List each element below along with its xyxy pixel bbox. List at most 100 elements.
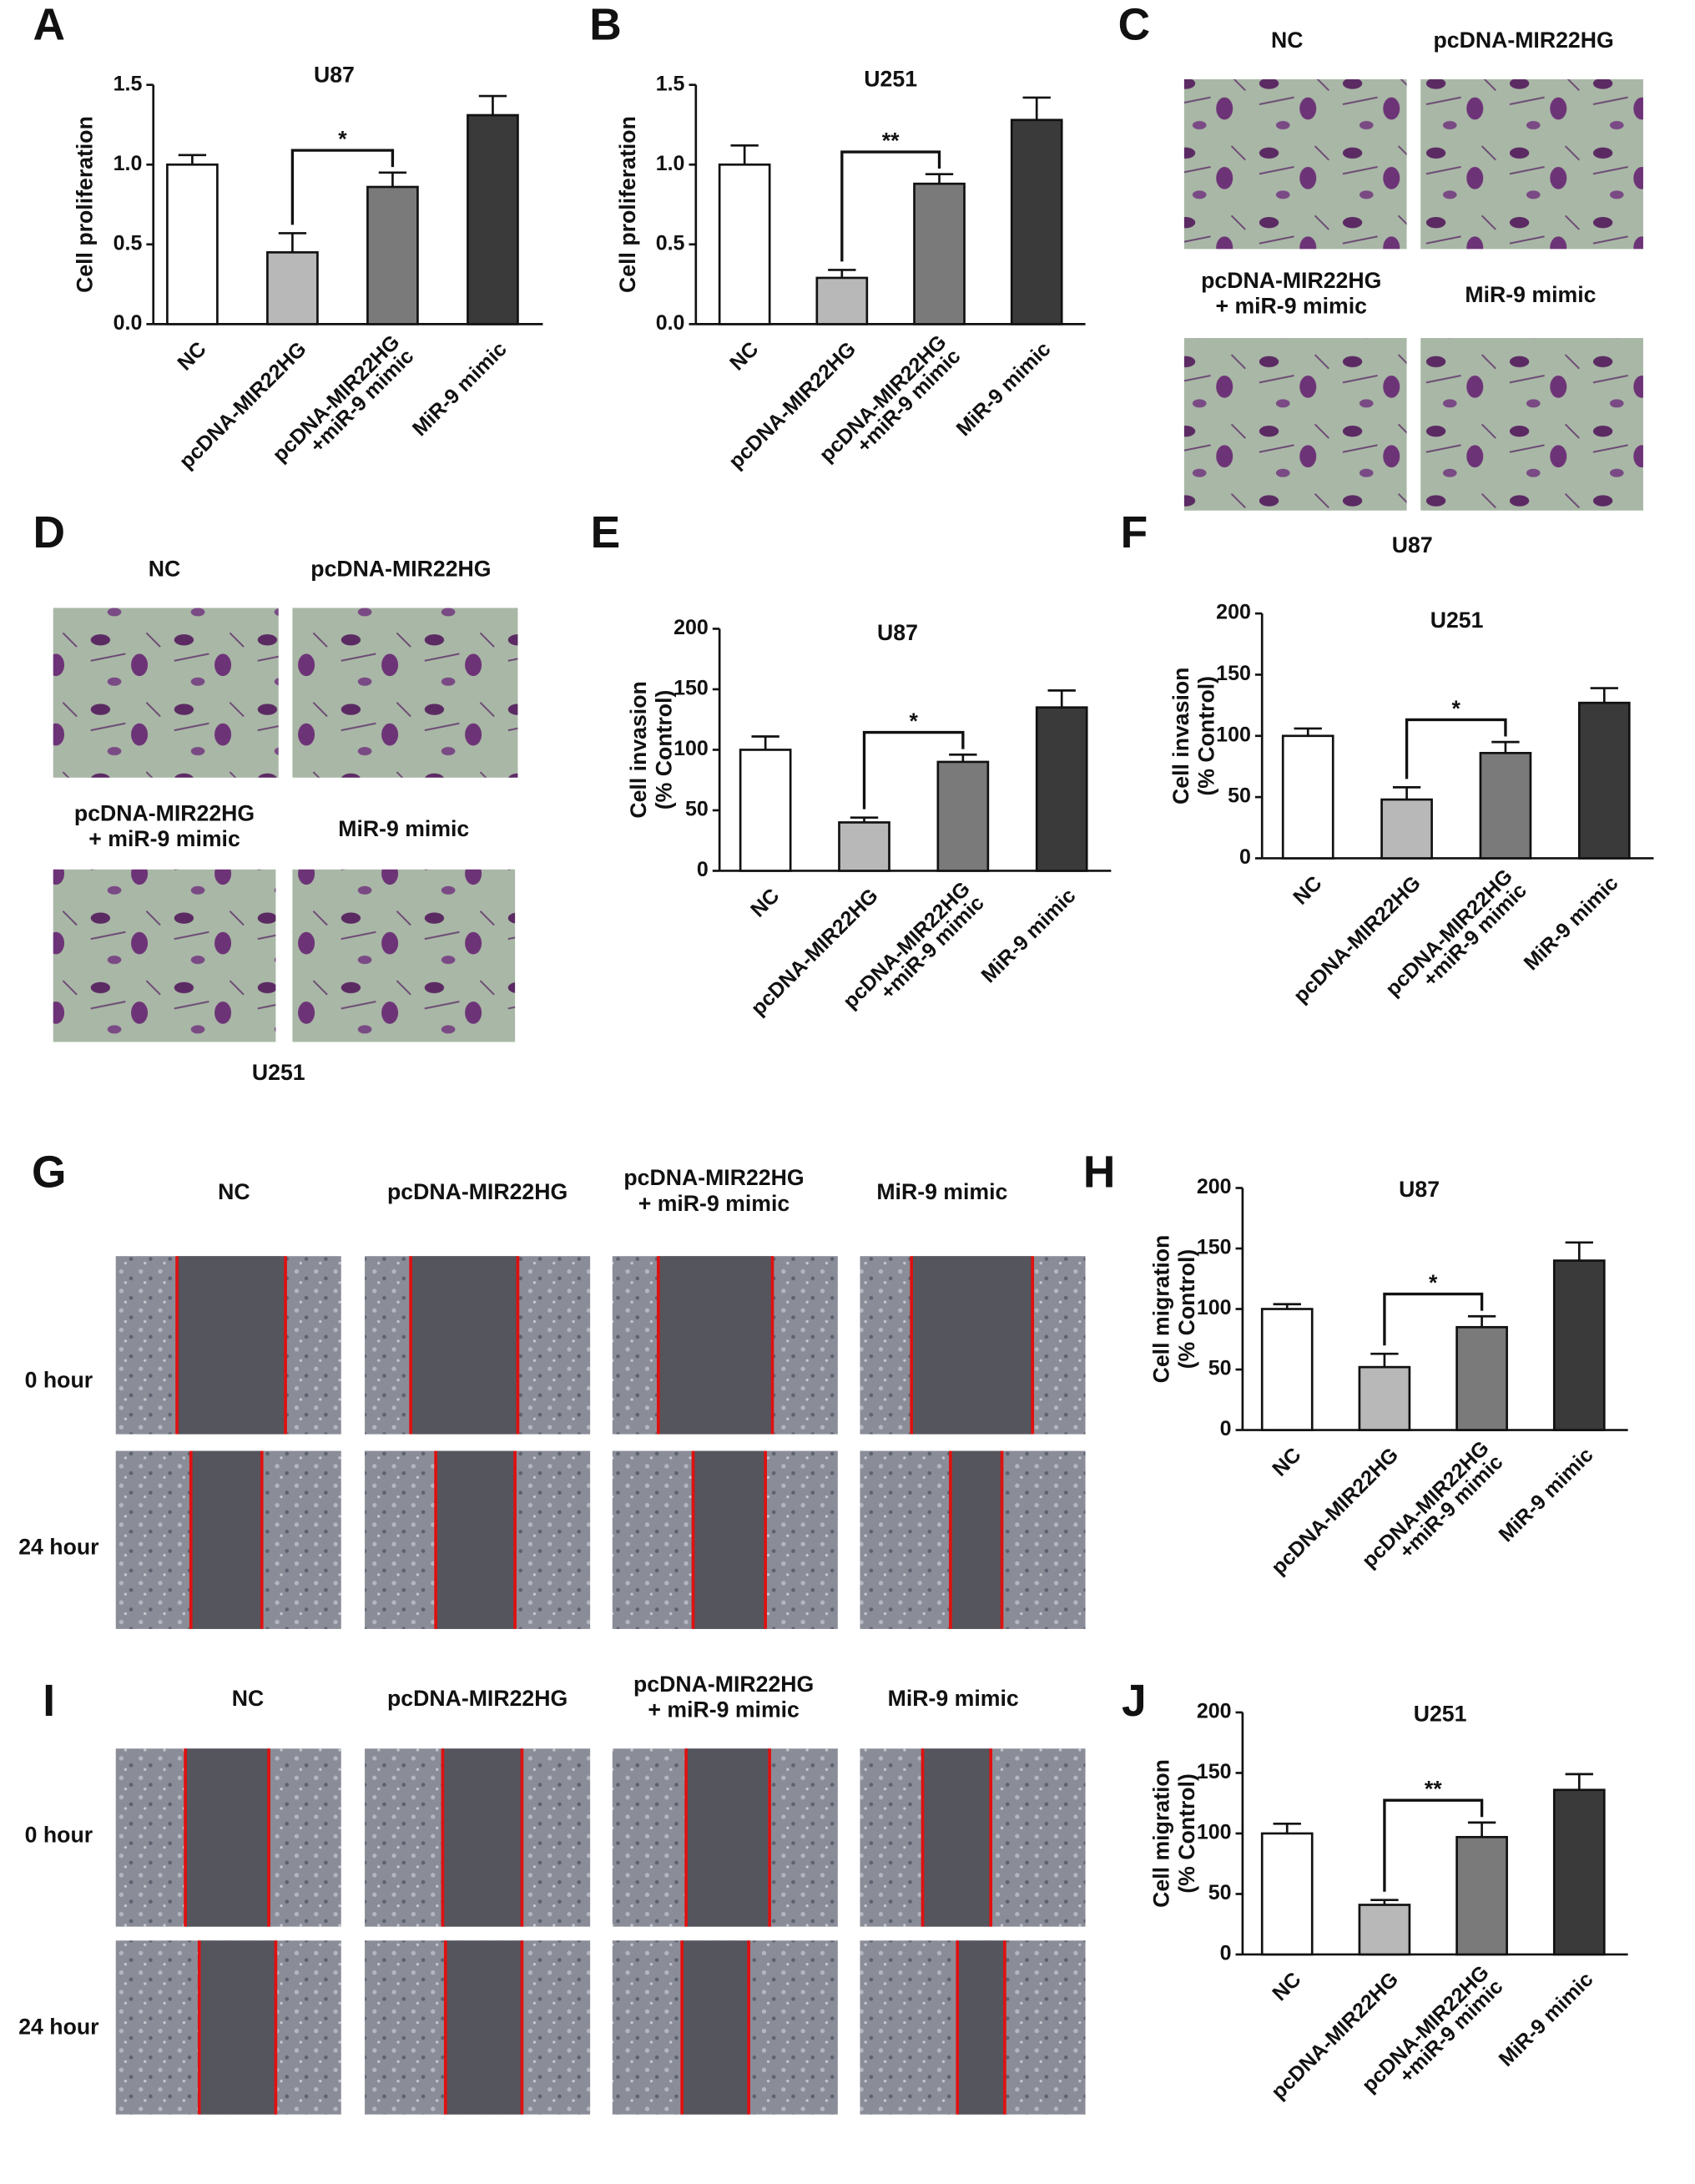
column-label: MiR-9 mimic	[888, 1686, 1019, 1711]
y-tick-label: 50	[1228, 784, 1251, 808]
x-tick-label: NC	[173, 337, 210, 375]
text-line: (% Control)	[1174, 1773, 1199, 1894]
row-label: 0 hour	[25, 1367, 93, 1392]
chart-title: U87	[877, 620, 918, 645]
chart-title: U87	[314, 63, 355, 88]
chart-title: U251	[1430, 608, 1484, 633]
y-tick-label: 100	[1197, 1821, 1232, 1844]
bar	[1260, 1832, 1314, 1956]
bar	[1358, 1904, 1411, 1956]
wound-gap	[658, 1256, 773, 1435]
y-tick-label: 100	[1197, 1296, 1232, 1319]
x-tick-label: MiR-9 mimic	[977, 884, 1081, 987]
significance-bracket	[1383, 1292, 1484, 1346]
y-tick-label: 150	[1197, 1236, 1232, 1259]
bar	[1260, 1308, 1314, 1431]
bar	[266, 251, 319, 325]
significance-bracket	[290, 149, 395, 225]
y-axis-label: Cell proliferation	[615, 116, 640, 293]
text-line: pcDNA-MIR22HG	[74, 801, 255, 826]
panel-letter: D	[33, 508, 65, 557]
text-line: Cell migration	[1149, 1759, 1174, 1908]
image-label: pcDNA-MIR22HG	[1433, 28, 1613, 53]
image-label: pcDNA-MIR22HG + miR-9 mimic	[1201, 268, 1381, 319]
significance-label: *	[909, 709, 918, 734]
image-label: NC	[149, 556, 181, 581]
significance-label: **	[882, 128, 900, 153]
bar	[838, 821, 890, 872]
bar	[1035, 706, 1088, 872]
x-tick-label: MiR-9 mimic	[952, 337, 1056, 441]
y-axis-label: Cell migration(% Control)	[1149, 1759, 1200, 1908]
micrograph	[292, 869, 516, 1042]
wound-gap	[185, 1748, 270, 1927]
text-line: + miR-9 mimic	[648, 1697, 800, 1722]
significance-label: *	[1429, 1270, 1438, 1295]
y-tick-label: 50	[685, 798, 709, 821]
wound-gap	[436, 1450, 516, 1629]
panel-letter: C	[1118, 0, 1151, 49]
wound-gap	[957, 1940, 1005, 2115]
y-tick-label: 50	[1208, 1357, 1232, 1380]
image-label: MiR-9 mimic	[338, 816, 469, 841]
bar	[1577, 701, 1631, 860]
image-caption: U251	[252, 1060, 305, 1085]
bar	[739, 749, 792, 872]
y-tick-label: 0	[1220, 1417, 1232, 1440]
y-tick-label: 0.0	[656, 311, 685, 335]
image-caption: U87	[1392, 532, 1433, 557]
image-label: pcDNA-MIR22HG + miR-9 mimic	[74, 801, 255, 852]
wound-gap	[922, 1748, 991, 1927]
micrograph	[1420, 79, 1643, 250]
significance-label: *	[1452, 696, 1461, 721]
x-tick-label: MiR-9 mimic	[1495, 1968, 1598, 2071]
micrograph	[1183, 338, 1407, 511]
x-tick-label: MiR-9 mimic	[408, 337, 512, 441]
text-line: + miR-9 mimic	[88, 826, 240, 851]
panel-letter: A	[33, 0, 65, 49]
image-label: pcDNA-MIR22HG	[310, 556, 491, 581]
column-label: pcDNA-MIR22HG + miR-9 mimic	[623, 1165, 804, 1216]
y-axis-label: Cell invasion(% Control)	[626, 681, 677, 818]
micrograph	[53, 869, 276, 1042]
y-tick-label: 0.5	[114, 231, 143, 255]
text-line: pcDNA-MIR22HG	[1201, 268, 1381, 293]
y-tick-label: 150	[1216, 662, 1251, 685]
wound-gap	[950, 1450, 1002, 1629]
text-line: + miR-9 mimic	[1215, 294, 1367, 319]
text-line: Cell invasion	[1168, 668, 1193, 804]
significance-bracket	[1405, 718, 1507, 779]
column-label: NC	[232, 1686, 265, 1711]
y-tick-label: 200	[1197, 1175, 1232, 1198]
wound-gap	[442, 1748, 522, 1927]
column-label: pcDNA-MIR22HG + miR-9 mimic	[633, 1672, 814, 1722]
x-tick-label: NC	[746, 884, 784, 921]
y-tick-label: 200	[673, 616, 709, 639]
bar	[1455, 1325, 1508, 1431]
text-line: (% Control)	[652, 690, 677, 810]
wound-gap	[911, 1256, 1033, 1435]
wound-gap	[177, 1256, 286, 1435]
wound-gap	[686, 1748, 770, 1927]
y-tick-label: 150	[1197, 1760, 1232, 1783]
row-label: 24 hour	[18, 2014, 98, 2039]
x-tick-label: NC	[1268, 1968, 1305, 2005]
bar	[936, 760, 990, 872]
text-line: Cell migration	[1149, 1235, 1174, 1384]
wound-gap	[411, 1256, 518, 1435]
panel-letter: I	[43, 1677, 55, 1726]
wound-gap	[445, 1940, 522, 2115]
text-line: pcDNA-MIR22HG	[623, 1165, 804, 1190]
y-tick-label: 100	[673, 737, 709, 760]
wound-gap	[199, 1940, 276, 2115]
column-label: pcDNA-MIR22HG	[387, 1686, 568, 1711]
bar	[1479, 751, 1532, 860]
significance-bracket	[840, 150, 941, 262]
y-tick-label: 50	[1208, 1881, 1232, 1904]
y-tick-label: 0	[1220, 1942, 1232, 1965]
micrograph	[1420, 338, 1643, 511]
bar	[366, 185, 419, 325]
micrograph	[53, 608, 279, 778]
column-label: NC	[218, 1179, 250, 1204]
